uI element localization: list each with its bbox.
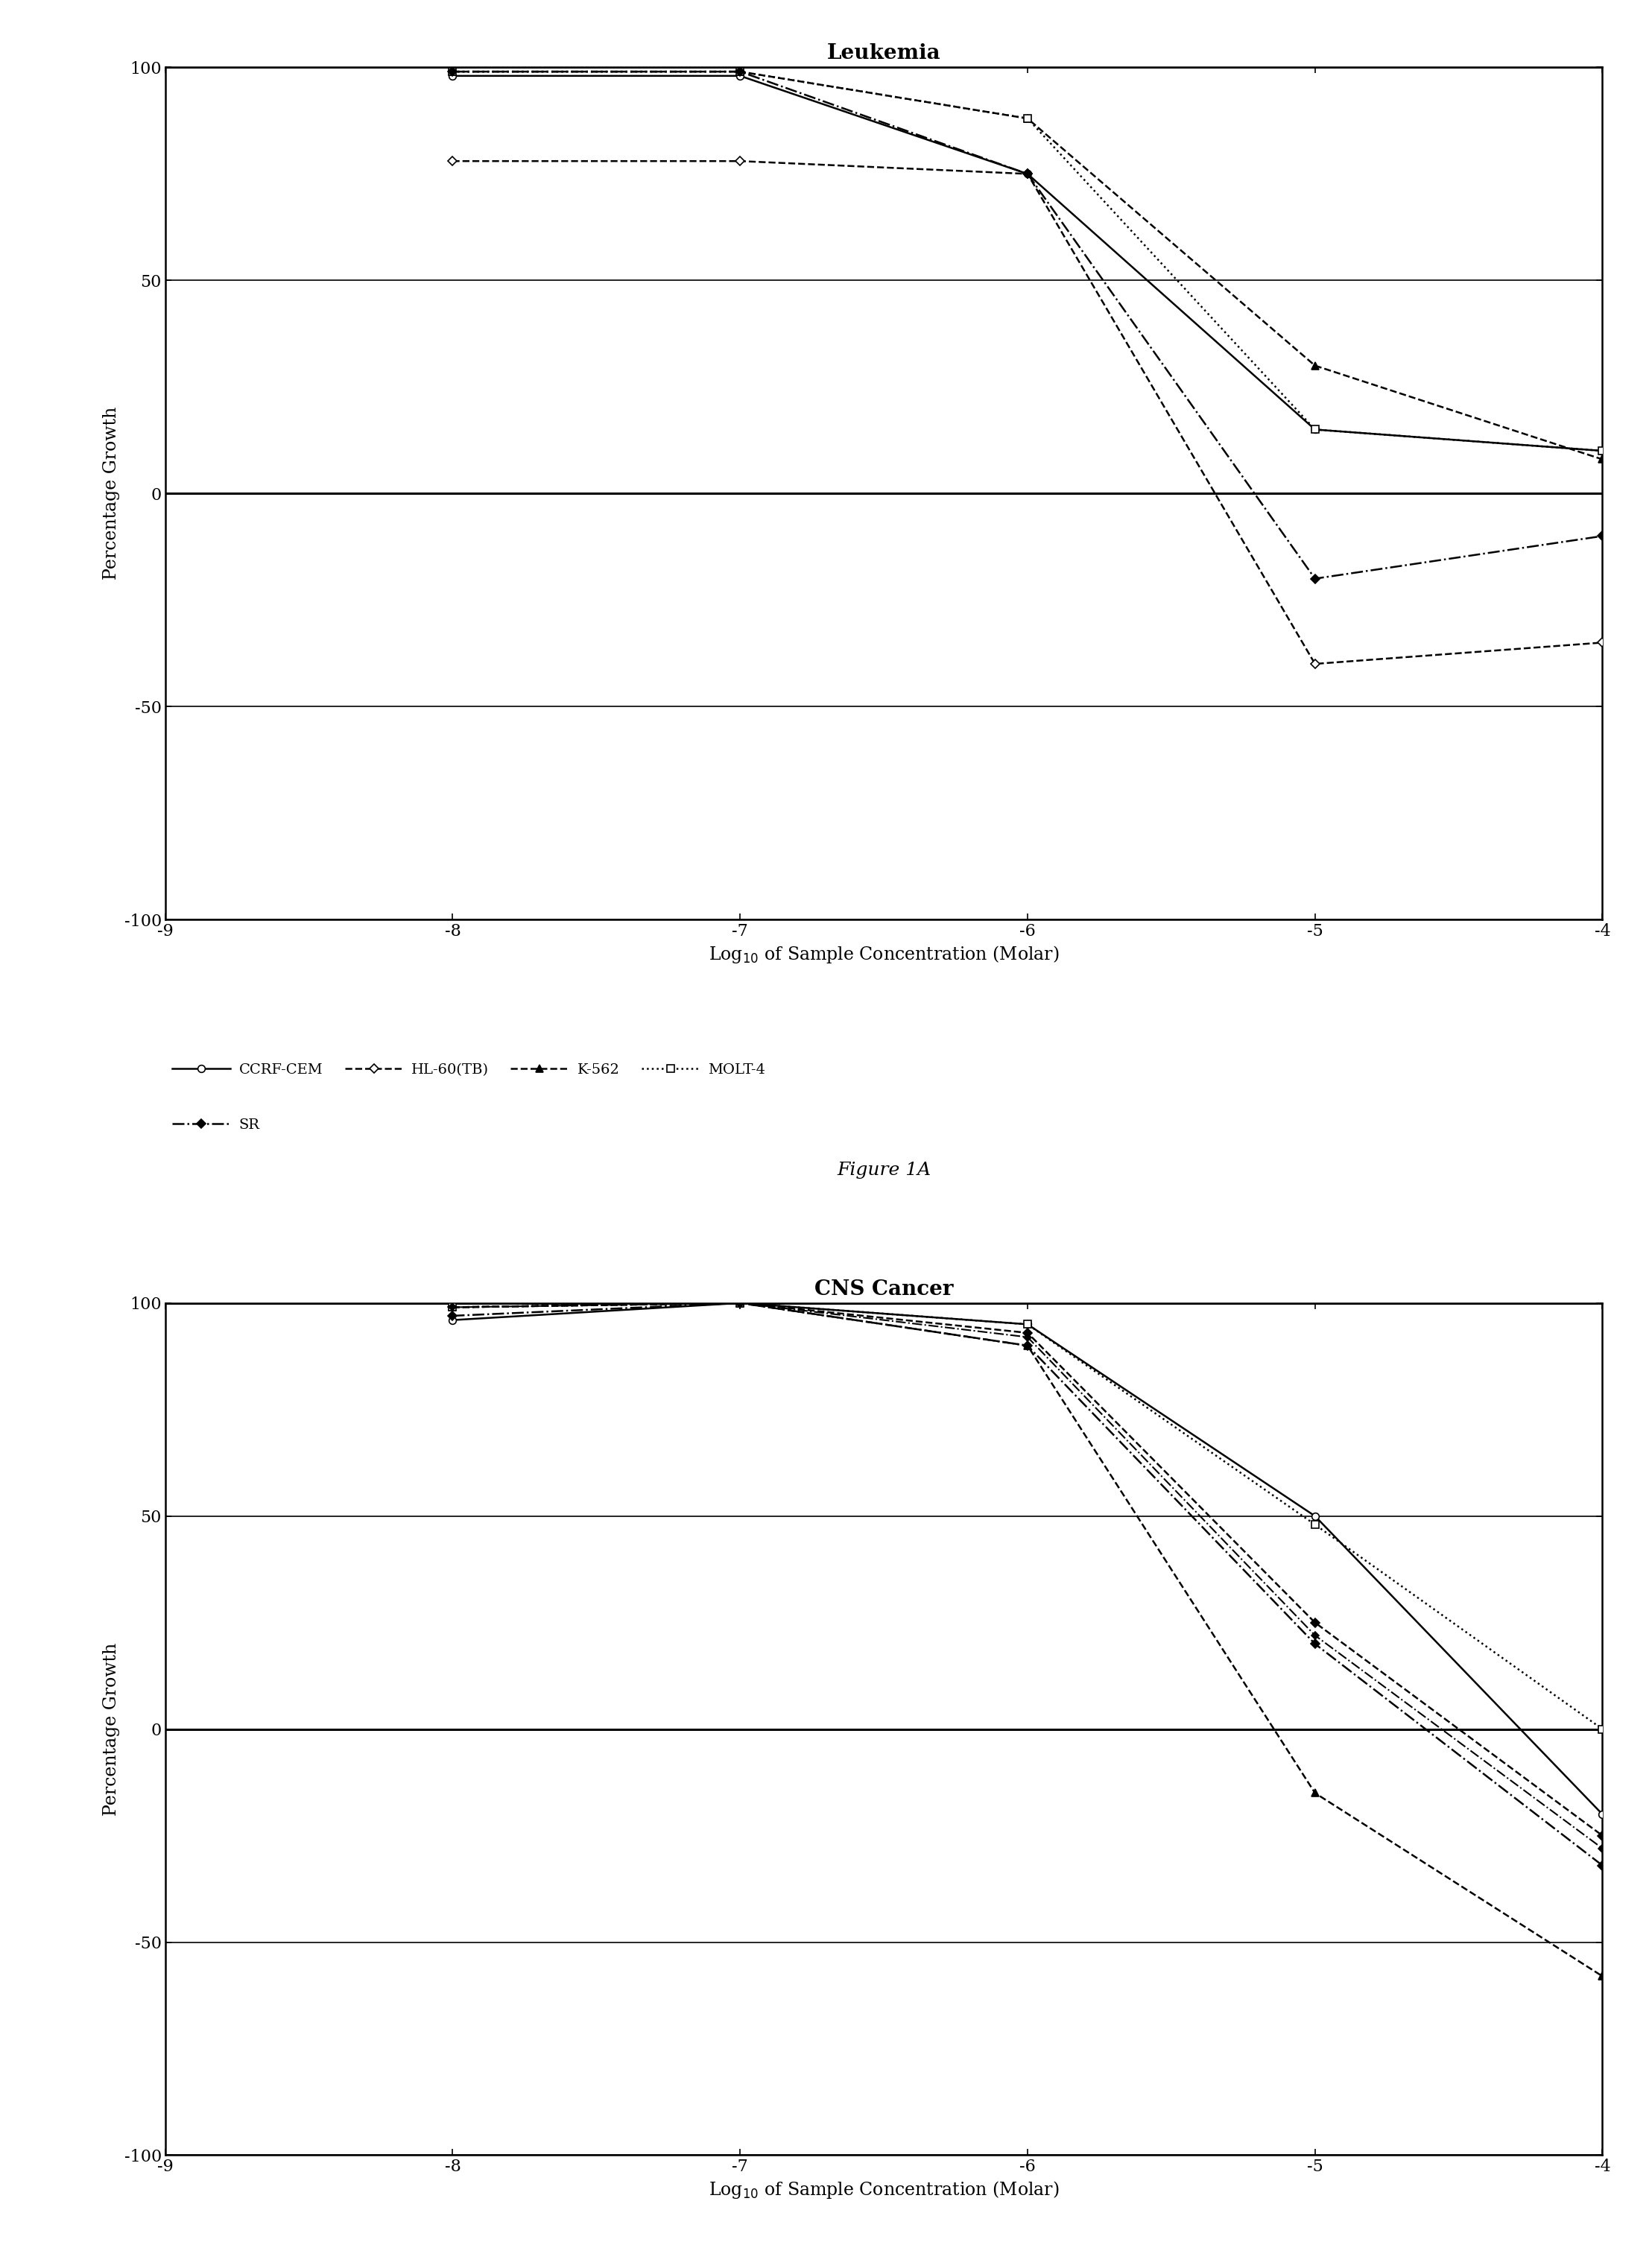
X-axis label: Log$_{10}$ of Sample Concentration (Molar): Log$_{10}$ of Sample Concentration (Mola… — [709, 943, 1059, 965]
Title: Leukemia: Leukemia — [828, 43, 940, 63]
Y-axis label: Percentage Growth: Percentage Growth — [102, 406, 121, 579]
X-axis label: Log$_{10}$ of Sample Concentration (Molar): Log$_{10}$ of Sample Concentration (Mola… — [709, 2180, 1059, 2200]
Y-axis label: Percentage Growth: Percentage Growth — [102, 1643, 121, 1816]
Legend: SR: SR — [172, 1118, 259, 1131]
Text: Figure 1A: Figure 1A — [838, 1161, 930, 1179]
Title: CNS Cancer: CNS Cancer — [814, 1280, 953, 1300]
